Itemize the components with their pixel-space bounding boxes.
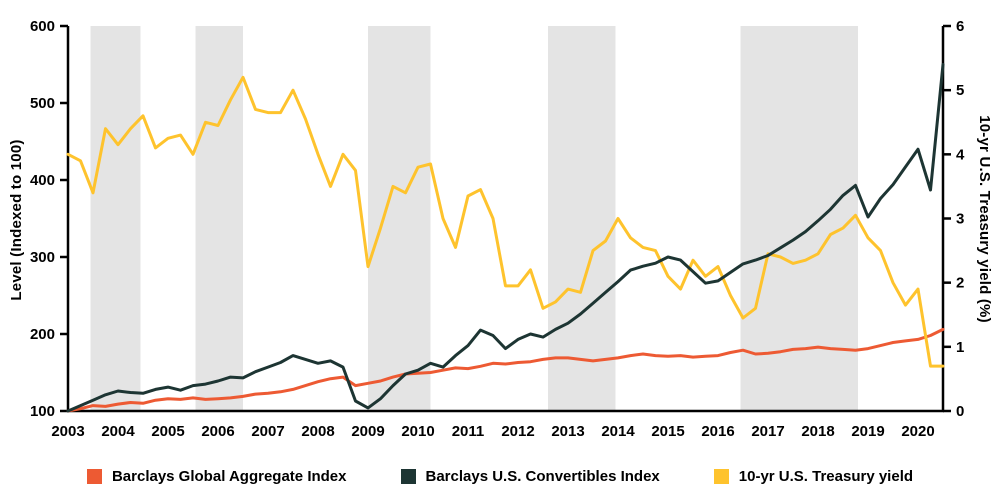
x-tick-label: 2011 — [452, 423, 485, 440]
right-axis-title: 10-yr U.S. Treasury yield (%) — [976, 115, 993, 323]
legend-item-2: Barclays U.S. Convertibles Index — [400, 468, 660, 485]
legend-label: Barclays Global Aggregate Index — [111, 468, 347, 485]
legend-swatch-icon — [713, 469, 729, 484]
left-axis-title: Level (Indexed to 100) — [8, 139, 25, 301]
right-tick-label: 1 — [956, 339, 964, 356]
x-tick-label: 2004 — [101, 423, 135, 440]
legend-swatch-icon — [400, 469, 416, 484]
left-tick-label: 200 — [30, 326, 55, 343]
x-tick-label: 2006 — [201, 423, 234, 440]
x-tick-label: 2007 — [251, 423, 284, 440]
x-tick-label: 2003 — [51, 423, 84, 440]
legend-swatch-icon — [86, 469, 102, 484]
legend-label: Barclays U.S. Convertibles Index — [425, 468, 660, 485]
plot-area: 100 200 300 400 500 600 0 1 2 3 4 5 6 2003 2004 2005 200… — [30, 18, 965, 440]
right-tick-label: 6 — [956, 18, 964, 35]
x-tick-label: 2005 — [151, 423, 184, 440]
legend-item-1: Barclays Global Aggregate Index — [86, 468, 347, 485]
x-tick-label: 2016 — [701, 423, 734, 440]
left-tick-label: 500 — [30, 95, 55, 112]
x-tick-label: 2009 — [351, 423, 384, 440]
left-tick-label: 400 — [30, 172, 55, 189]
legend-label: 10-yr U.S. Treasury yield — [738, 468, 914, 485]
right-tick-label: 3 — [956, 211, 964, 228]
left-tick-label: 600 — [30, 18, 55, 35]
series-line-3 — [66, 75, 945, 368]
x-tick-label: 2008 — [301, 423, 334, 440]
shaded-band — [740, 26, 858, 411]
x-tick-label: 2019 — [851, 423, 884, 440]
right-tick-label: 5 — [956, 82, 964, 99]
right-tick-label: 2 — [956, 275, 964, 292]
shaded-band — [90, 26, 141, 411]
series-line-1 — [66, 327, 945, 413]
legend: Barclays Global Aggregate Index Barclays … — [0, 468, 1000, 485]
x-tick-label: 2012 — [501, 423, 534, 440]
right-tick-label: 4 — [956, 146, 965, 163]
right-tick-label: 0 — [956, 403, 964, 420]
shaded-band — [368, 26, 431, 411]
x-tick-label: 2018 — [801, 423, 834, 440]
x-tick-label: 2010 — [401, 423, 434, 440]
x-tick-label: 2017 — [751, 423, 784, 440]
shaded-band — [195, 26, 243, 411]
left-tick-label: 100 — [30, 403, 55, 420]
x-tick-label: 2014 — [601, 423, 635, 440]
shaded-band — [548, 26, 616, 411]
x-tick-label: 2020 — [901, 423, 934, 440]
series-line-2 — [66, 63, 945, 413]
x-tick-label: 2015 — [651, 423, 684, 440]
left-tick-label: 300 — [30, 249, 55, 266]
legend-item-3: 10-yr U.S. Treasury yield — [713, 468, 914, 485]
x-tick-label: 2013 — [551, 423, 584, 440]
